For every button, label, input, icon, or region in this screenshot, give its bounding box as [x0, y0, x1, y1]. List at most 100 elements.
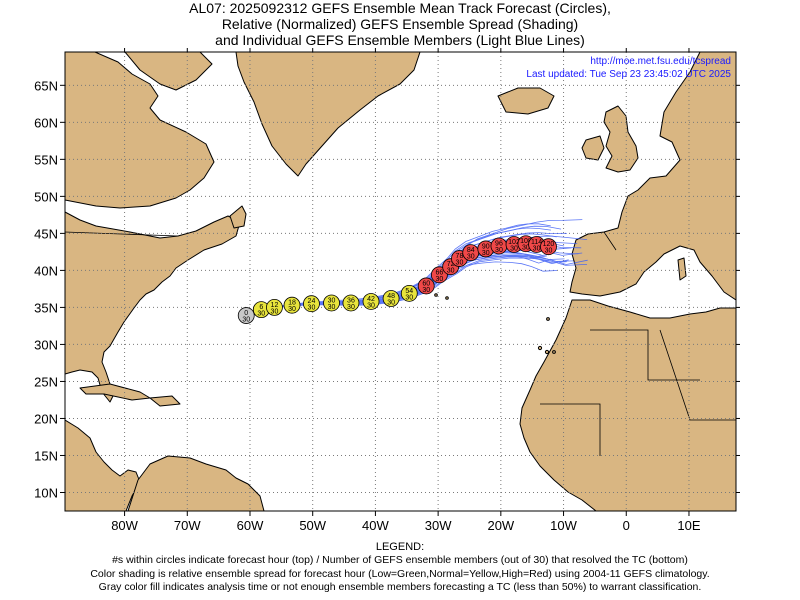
- landmass-central-america: [65, 419, 141, 511]
- landmass-iceland: [497, 87, 555, 115]
- forecast-hour-label: 72: [447, 261, 455, 268]
- landmass-hispaniola: [149, 395, 181, 407]
- title-line-2: Relative (Normalized) GEFS Ensemble Spre…: [221, 16, 579, 32]
- lon-tick-label: 40W: [362, 518, 389, 533]
- track-circle-fill: [382, 290, 400, 307]
- member-count-label: 30: [387, 300, 395, 307]
- lon-tick-label: 10W: [550, 518, 577, 533]
- track-circle-fill: [540, 238, 557, 256]
- forecast-hour-label: 120: [543, 241, 555, 248]
- landmass-sardinia: [677, 257, 687, 281]
- member-count-label: 30: [456, 260, 464, 267]
- legend-title: LEGEND:: [375, 541, 425, 553]
- page-title: AL07: 2025092312 GEFS Ensemble Mean Trac…: [0, 0, 800, 48]
- forecast-hour-label: 90: [482, 243, 490, 250]
- lon-tick-label: 50W: [299, 518, 326, 533]
- lon-tick-label: 0: [623, 518, 630, 533]
- lat-tick-label: 15N: [34, 448, 58, 463]
- forecast-hour-label: 96: [495, 240, 503, 247]
- landmass-south-america: [127, 455, 265, 511]
- ensemble-member-line: [246, 254, 574, 316]
- lat-tick-label: 20N: [34, 411, 58, 426]
- forecast-hour-label: 0: [244, 310, 248, 317]
- lon-tick-label: 20W: [487, 518, 514, 533]
- forecast-hour-label: 114: [531, 239, 542, 246]
- country-borders: [65, 231, 736, 456]
- legend: LEGEND: #s within circles indicate forec…: [0, 541, 800, 595]
- landmass-africa: [519, 299, 736, 511]
- border-africa-north: [590, 329, 700, 381]
- lat-tick-label: 10N: [34, 485, 58, 500]
- member-count-label: 30: [405, 294, 413, 301]
- forecast-hour-label: 24: [308, 298, 316, 305]
- member-count-label: 30: [510, 245, 518, 252]
- lat-tick-label: 35N: [34, 300, 58, 315]
- land-masses: [65, 52, 736, 511]
- track-circle-fill: [417, 277, 435, 295]
- lat-tick-label: 30N: [34, 337, 58, 352]
- member-count-label: 30: [271, 308, 279, 315]
- lon-tick-label: 80W: [111, 518, 138, 533]
- landmass-cuba: [79, 383, 151, 401]
- landmass-great-britain: [603, 105, 639, 173]
- map-frame: [64, 51, 737, 512]
- forecast-hour-label: 66: [435, 269, 443, 276]
- member-count-label: 30: [545, 248, 553, 255]
- member-count-label: 30: [347, 304, 355, 311]
- member-count-label: 30: [467, 254, 475, 261]
- info-url: http://moe.met.fsu.edu/tcspread: [590, 56, 731, 67]
- member-count-label: 30: [288, 306, 296, 313]
- track-circle: 030: [237, 307, 255, 324]
- track-circle-fill: [323, 294, 340, 312]
- forecast-hour-label: 36: [347, 297, 355, 304]
- track-circle-fill: [400, 284, 418, 302]
- lon-tick-label: 30W: [425, 518, 452, 533]
- legend-line-3: Gray color fill indicates analysis time …: [98, 581, 702, 594]
- member-count-label: 30: [257, 311, 265, 318]
- member-count-label: 30: [422, 287, 430, 294]
- border-africa-east: [659, 329, 736, 421]
- border-africa-west: [540, 403, 601, 456]
- lat-tick-label: 65N: [34, 78, 58, 93]
- track-circle-fill: [303, 295, 320, 313]
- lat-tick-label: 25N: [34, 374, 58, 389]
- legend-line-2: Color shading is relative ensemble sprea…: [90, 567, 710, 580]
- forecast-hour-label: 30: [328, 297, 336, 304]
- landmass-newfoundland: [229, 205, 247, 229]
- track-circle-fill: [237, 307, 255, 324]
- forecast-hour-label: 6: [259, 304, 263, 311]
- forecast-hour-label: 60: [422, 280, 430, 287]
- member-count-label: 30: [482, 250, 490, 257]
- lon-tick-label: 60W: [237, 518, 264, 533]
- member-count-label: 30: [522, 245, 530, 252]
- landmass-ireland: [581, 135, 605, 161]
- track-circle-fill: [266, 299, 283, 316]
- border-us-canada: [65, 231, 179, 237]
- title-line-3: and Individual GEFS Ensemble Members (Li…: [215, 32, 585, 48]
- forecast-hour-label: 102: [508, 239, 520, 246]
- member-count-label: 30: [308, 305, 316, 312]
- info-updated: Last updated: Tue Sep 23 23:45:02 UTC 20…: [526, 69, 731, 80]
- forecast-hour-label: 42: [367, 296, 375, 303]
- forecast-hour-label: 18: [288, 300, 296, 307]
- mean-track: 0306301230183024303030363042304830543060…: [237, 235, 557, 324]
- track-circle-fill: [342, 294, 360, 312]
- landmass-labrador: [65, 52, 215, 209]
- lat-tick-label: 55N: [34, 152, 58, 167]
- member-count-label: 30: [447, 268, 455, 275]
- forecast-hour-label: 78: [456, 253, 464, 260]
- member-count-label: 30: [328, 304, 336, 311]
- member-count-label: 30: [495, 247, 503, 254]
- member-count-label: 30: [242, 317, 250, 324]
- forecast-hour-label: 54: [405, 288, 413, 295]
